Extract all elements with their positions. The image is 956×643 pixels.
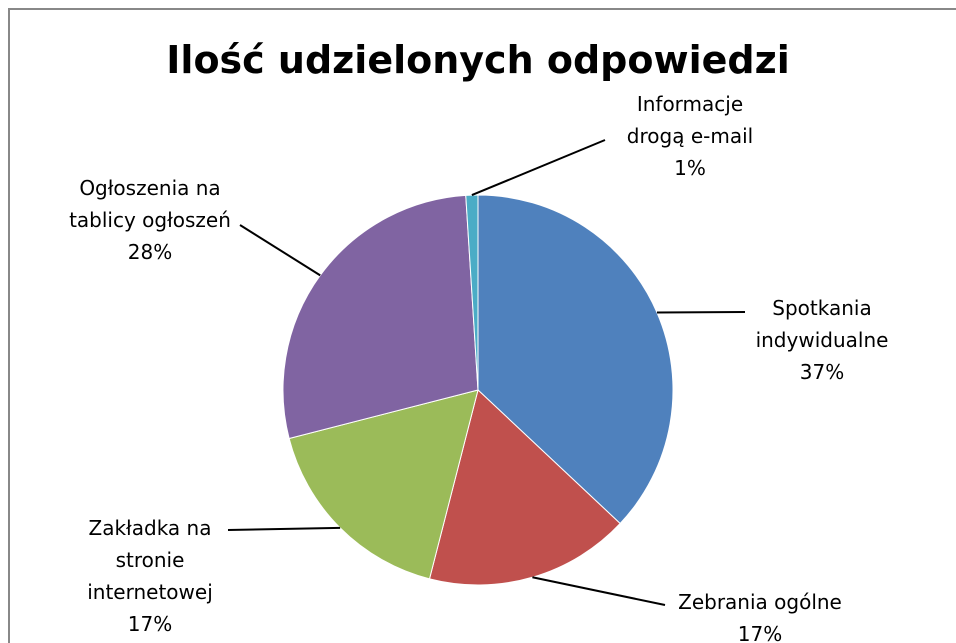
value-label: 17%: [127, 612, 173, 636]
value-label: 17%: [737, 622, 783, 643]
data-label: Spotkania indywidualne 37%: [737, 292, 907, 388]
pie-slice: [428, 389, 621, 586]
leader-line: [656, 311, 746, 314]
category-label: Zebrania ogólne: [678, 590, 842, 614]
data-label: Informacje drogą e-mail 1%: [615, 88, 765, 184]
value-label: 28%: [127, 240, 173, 264]
data-label: Ogłoszenia na tablicy ogłoszeń 28%: [55, 172, 245, 268]
category-label: Informacje drogą e-mail: [626, 92, 754, 148]
pie-slice: [477, 194, 674, 525]
leader-line: [227, 526, 341, 531]
category-label: Zakładka na stronie internetowej: [87, 516, 213, 604]
leader-line: [532, 576, 666, 606]
value-label: 37%: [799, 360, 845, 384]
data-label: Zebrania ogólne 17%: [640, 586, 880, 643]
value-label: 1%: [674, 156, 706, 180]
category-label: Ogłoszenia na tablicy ogłoszeń: [69, 176, 231, 232]
chart-title: Ilość udzielonych odpowiedzi: [166, 38, 790, 82]
category-label: Spotkania indywidualne: [755, 296, 889, 352]
leader-line: [471, 139, 606, 197]
chart-border: [8, 8, 956, 643]
leader-line: [239, 224, 321, 277]
data-label: Zakładka na stronie internetowej 17%: [70, 512, 230, 640]
